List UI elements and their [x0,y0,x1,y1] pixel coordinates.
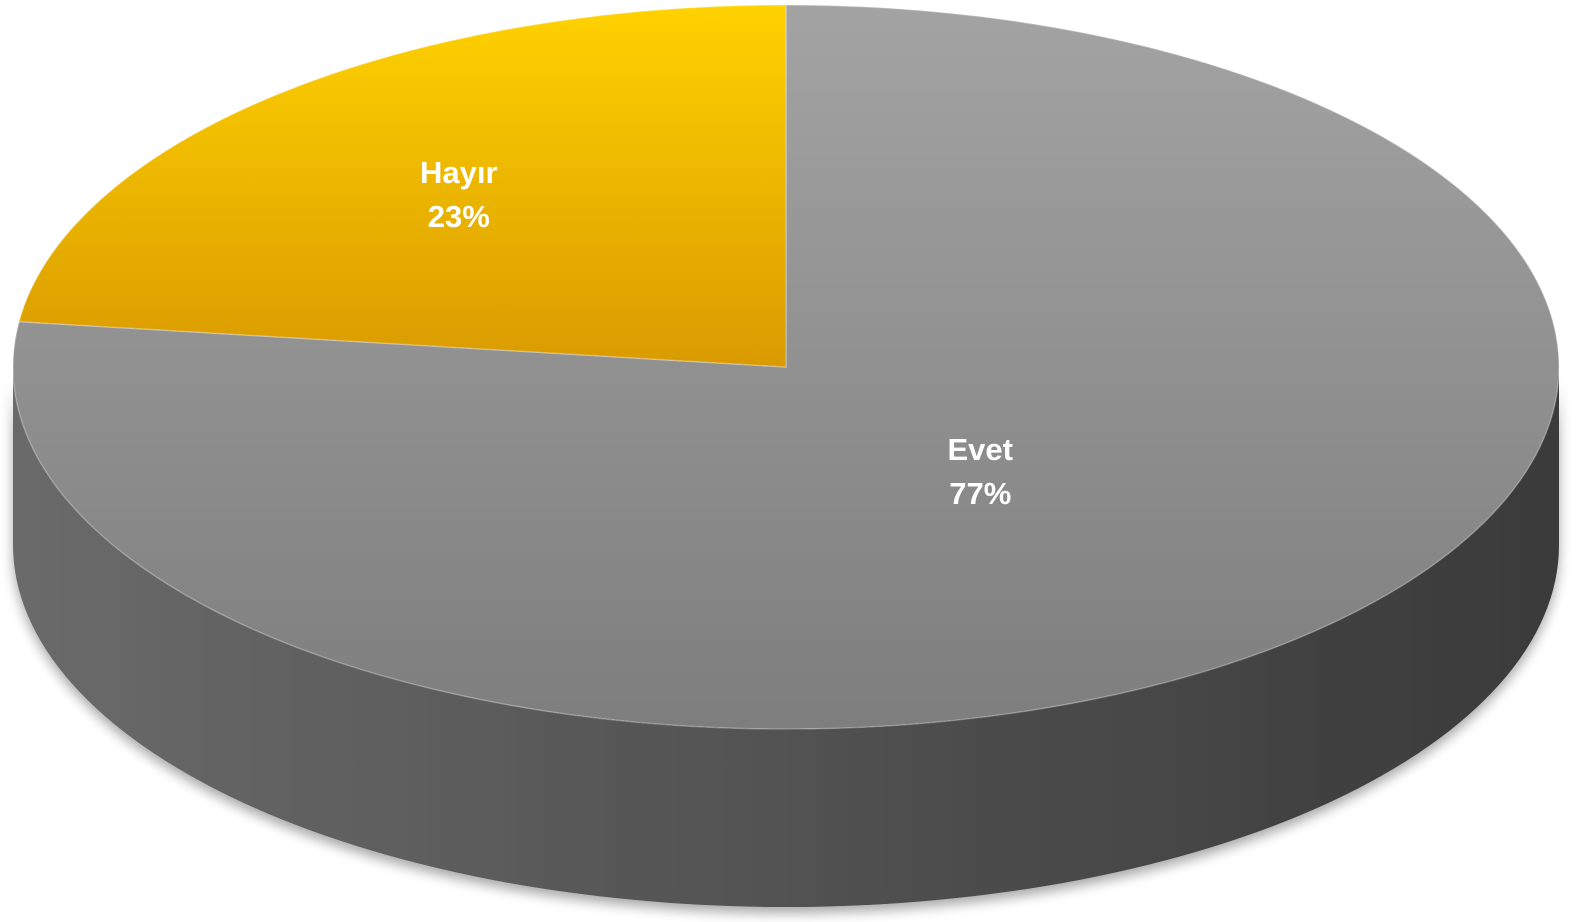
pie-slice-evet [12,4,1560,730]
pie-slice-hay-r [18,4,787,368]
slice-label-percent: 77% [949,476,1011,511]
slice-label-name: Evet [948,432,1013,467]
pie-label-layer: Evet 77% Hayır 23% [420,155,1013,511]
pie-slice-layer [12,4,1560,730]
pie-side-wall [13,367,1559,907]
slice-label-name: Hayır [420,155,498,190]
pie-side-layer [13,367,1559,907]
slice-label-percent: 23% [428,199,490,234]
